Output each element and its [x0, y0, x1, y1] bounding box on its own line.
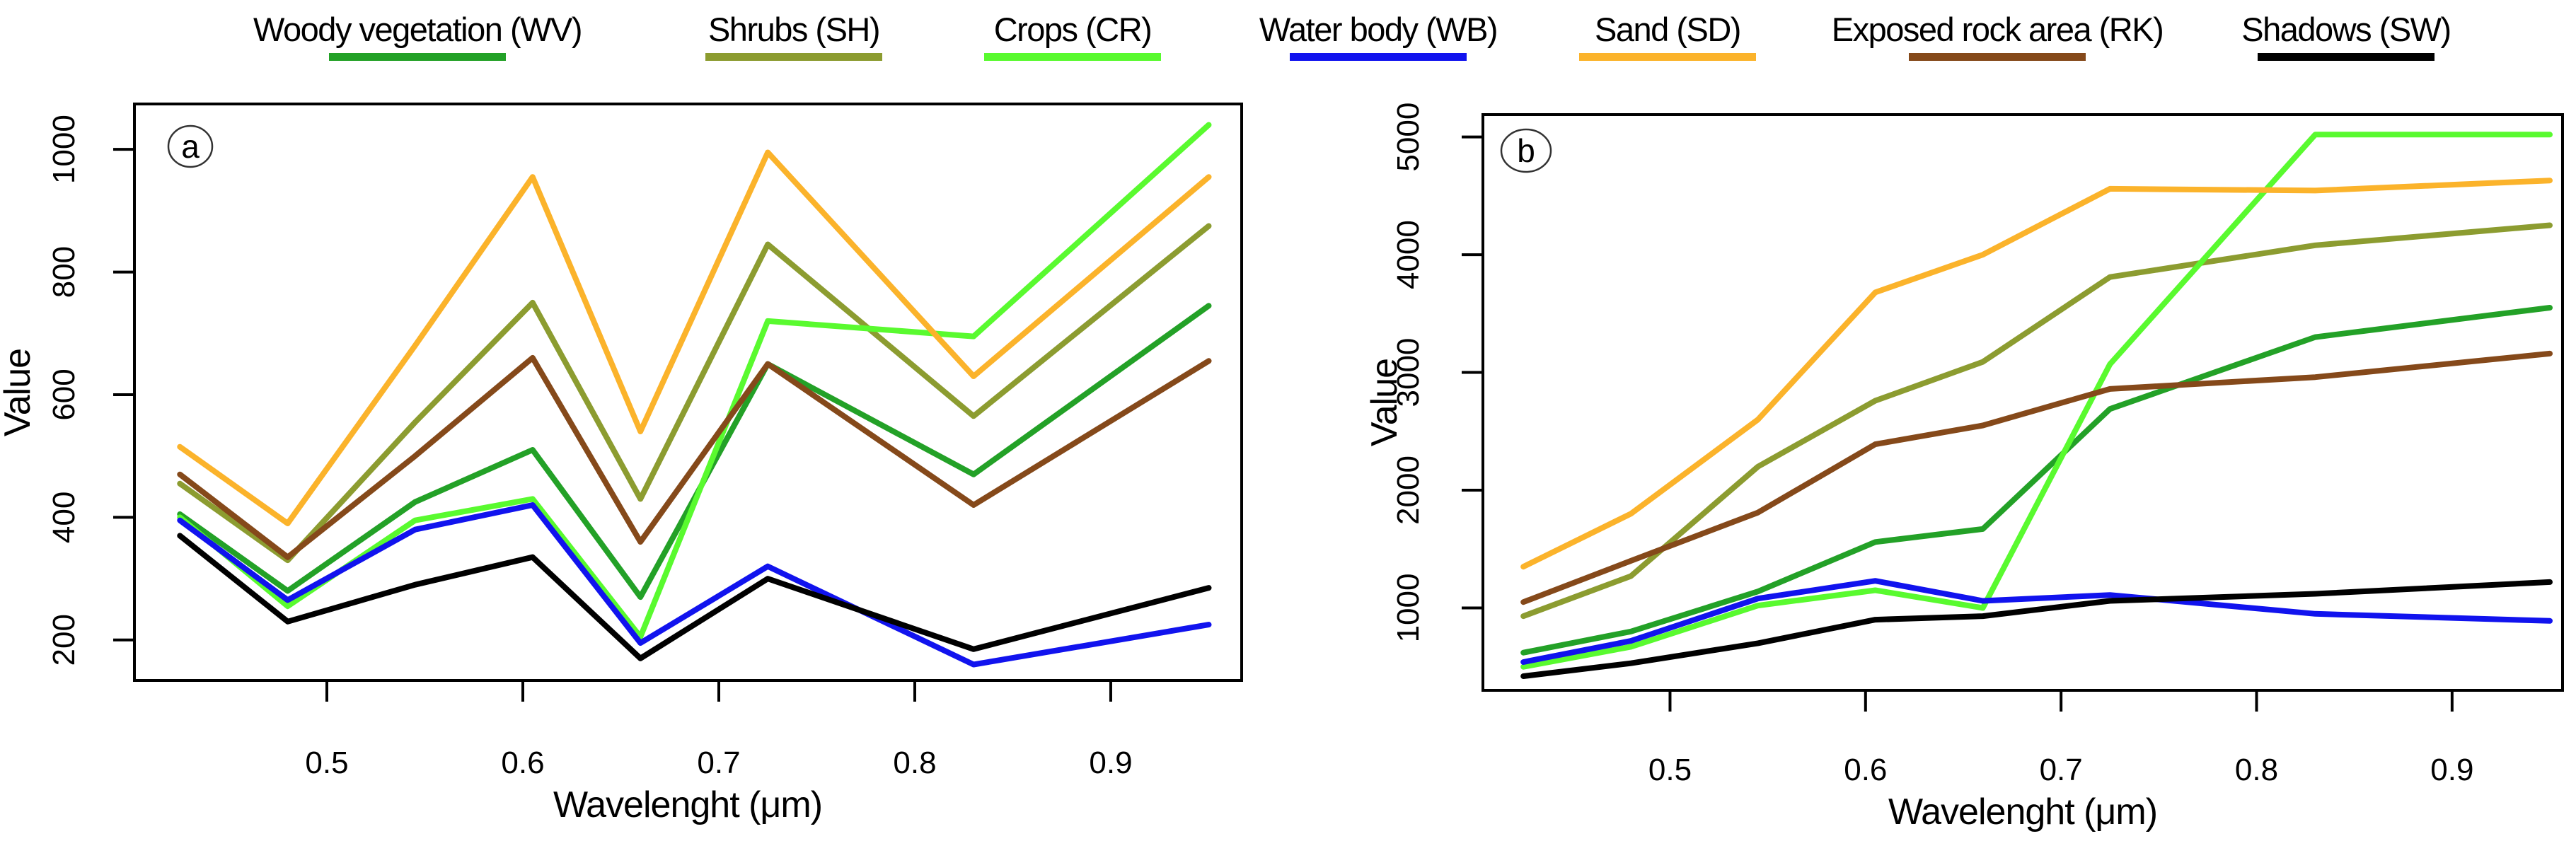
series-line-wv [1520, 305, 2553, 656]
legend: Woody vegetation (WV) Shrubs (SH) Crops (C… [253, 11, 2451, 61]
legend-item-label: Exposed rock area (RK) [1832, 11, 2164, 48]
series-line-sw [1520, 579, 2553, 679]
panel-b-badge-letter: b [1517, 132, 1535, 169]
x-tick-label: 0.8 [2235, 753, 2278, 787]
series-line-wv [177, 303, 1212, 601]
series-line-wb [177, 502, 1212, 668]
legend-swatch-cr [984, 53, 1161, 61]
legend-item-label: Water body (WB) [1259, 11, 1497, 48]
legend-item-label: Shrubs (SH) [708, 11, 879, 48]
x-tick-label: 0.5 [1648, 753, 1692, 787]
y-tick-label: 600 [47, 369, 81, 420]
series-line-wb [1520, 578, 2553, 665]
panel-b-yaxis-title: Value [1364, 359, 1405, 446]
series-line-sd [177, 149, 1212, 526]
panel-b-badge: b [1500, 128, 1552, 173]
x-tick-label: 0.9 [1089, 746, 1132, 780]
legend-item-cr: Crops (CR) [984, 11, 1161, 61]
legend-swatch-rk [1909, 53, 2086, 61]
legend-swatch-sw [2258, 53, 2435, 61]
legend-item-wb: Water body (WB) [1259, 11, 1498, 61]
legend-item-sd: Sand (SD) [1579, 11, 1756, 61]
legend-item-sw: Shadows (SW) [2241, 11, 2451, 61]
y-tick-label: 2000 [1391, 456, 1426, 525]
series-line-cr [177, 122, 1212, 640]
series-line-sh [1520, 222, 2553, 620]
y-tick-label: 800 [47, 246, 81, 298]
panel-a-badge: a [167, 124, 214, 168]
panel-a-plot-area: 0.5 0.6 0.7 0.8 0.9 200 400 600 800 1000 [47, 103, 1243, 780]
series-line-sw [177, 533, 1212, 661]
legend-swatch-wb [1290, 53, 1467, 61]
legend-swatch-sd [1579, 53, 1756, 61]
series-line-rk [1520, 350, 2553, 605]
y-tick-label: 5000 [1391, 103, 1426, 172]
legend-item-sh: Shrubs (SH) [705, 11, 882, 61]
panel-b-plot-area: 0.5 0.6 0.7 0.8 0.9 1000 2000 3000 4000 5000 [1391, 103, 2564, 787]
y-tick-label: 1000 [47, 115, 81, 184]
legend-swatch-wv [329, 53, 506, 61]
plot-box [133, 103, 1243, 682]
x-tick-label: 0.6 [501, 746, 544, 780]
panel-a-badge-letter: a [181, 128, 200, 165]
y-tick-label: 3000 [1391, 338, 1426, 407]
panel-a: 0.5 0.6 0.7 0.8 0.9 200 400 600 800 1000 a Wavele… [0, 103, 1243, 825]
panel-b-xaxis-title: Wavelenght (μm) [1888, 791, 2157, 833]
panel-a-yaxis-title: Value [0, 349, 38, 436]
y-tick-label: 400 [47, 492, 81, 543]
x-tick-label: 0.5 [305, 746, 348, 780]
legend-item-label: Shadows (SW) [2241, 11, 2450, 48]
x-tick-label: 0.6 [1844, 753, 1887, 787]
plot-box [1482, 113, 2564, 692]
panel-b: 0.5 0.6 0.7 0.8 0.9 1000 2000 3000 4000 5000 b Wa… [1364, 103, 2564, 833]
panel-a-badge-circle [167, 124, 214, 168]
legend-item-rk: Exposed rock area (RK) [1832, 11, 2164, 61]
series-line-cr [1520, 132, 2553, 670]
x-tick-label: 0.7 [697, 746, 740, 780]
y-tick-label: 200 [47, 614, 81, 666]
legend-swatch-sh [705, 53, 882, 61]
legend-item-label: Crops (CR) [994, 11, 1152, 48]
y-tick-label: 1000 [1391, 574, 1426, 643]
legend-item-label: Woody vegetation (WV) [253, 11, 582, 48]
x-tick-label: 0.7 [2040, 753, 2083, 787]
legend-item-wv: Woody vegetation (WV) [253, 11, 582, 61]
legend-item-label: Sand (SD) [1595, 11, 1740, 48]
x-tick-label: 0.9 [2430, 753, 2473, 787]
panel-a-xaxis-title: Wavelenght (μm) [553, 784, 822, 825]
x-tick-label: 0.8 [893, 746, 936, 780]
series-line-sd [1520, 178, 2553, 570]
y-tick-label: 4000 [1391, 220, 1426, 289]
panel-b-badge-circle [1500, 128, 1552, 173]
series-line-rk [177, 354, 1212, 560]
